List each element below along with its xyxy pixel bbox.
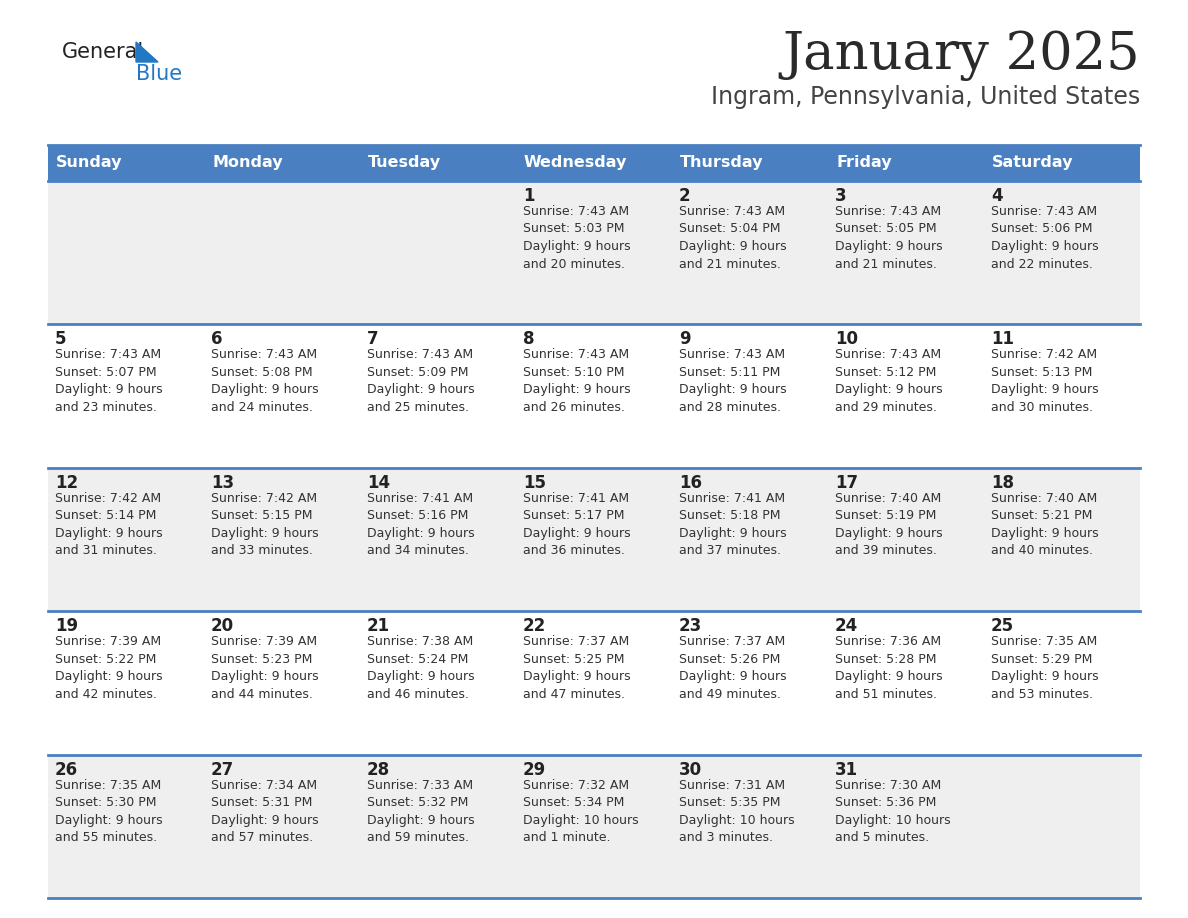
Bar xyxy=(48,755,1140,898)
Text: Sunrise: 7:39 AM
Sunset: 5:23 PM
Daylight: 9 hours
and 44 minutes.: Sunrise: 7:39 AM Sunset: 5:23 PM Dayligh… xyxy=(211,635,318,700)
Text: January 2025: January 2025 xyxy=(782,30,1140,81)
Bar xyxy=(828,145,984,181)
Text: 30: 30 xyxy=(680,761,702,778)
Text: Wednesday: Wednesday xyxy=(524,155,627,171)
Text: 15: 15 xyxy=(523,474,546,492)
Text: Sunday: Sunday xyxy=(56,155,122,171)
Text: Thursday: Thursday xyxy=(680,155,764,171)
Text: Sunrise: 7:40 AM
Sunset: 5:21 PM
Daylight: 9 hours
and 40 minutes.: Sunrise: 7:40 AM Sunset: 5:21 PM Dayligh… xyxy=(991,492,1099,557)
Text: Sunrise: 7:41 AM
Sunset: 5:18 PM
Daylight: 9 hours
and 37 minutes.: Sunrise: 7:41 AM Sunset: 5:18 PM Dayligh… xyxy=(680,492,786,557)
Text: Ingram, Pennsylvania, United States: Ingram, Pennsylvania, United States xyxy=(710,85,1140,109)
Text: 29: 29 xyxy=(523,761,546,778)
Text: Sunrise: 7:41 AM
Sunset: 5:16 PM
Daylight: 9 hours
and 34 minutes.: Sunrise: 7:41 AM Sunset: 5:16 PM Dayligh… xyxy=(367,492,475,557)
Text: 23: 23 xyxy=(680,617,702,635)
Text: Sunrise: 7:43 AM
Sunset: 5:12 PM
Daylight: 9 hours
and 29 minutes.: Sunrise: 7:43 AM Sunset: 5:12 PM Dayligh… xyxy=(835,349,942,414)
Text: 3: 3 xyxy=(835,187,847,205)
Text: Sunrise: 7:35 AM
Sunset: 5:30 PM
Daylight: 9 hours
and 55 minutes.: Sunrise: 7:35 AM Sunset: 5:30 PM Dayligh… xyxy=(55,778,163,844)
Text: 28: 28 xyxy=(367,761,390,778)
Text: 17: 17 xyxy=(835,474,858,492)
Text: Sunrise: 7:43 AM
Sunset: 5:07 PM
Daylight: 9 hours
and 23 minutes.: Sunrise: 7:43 AM Sunset: 5:07 PM Dayligh… xyxy=(55,349,163,414)
Text: 6: 6 xyxy=(211,330,222,349)
Text: 24: 24 xyxy=(835,617,858,635)
Text: 14: 14 xyxy=(367,474,390,492)
Bar xyxy=(516,145,672,181)
Text: 19: 19 xyxy=(55,617,78,635)
Text: Sunrise: 7:36 AM
Sunset: 5:28 PM
Daylight: 9 hours
and 51 minutes.: Sunrise: 7:36 AM Sunset: 5:28 PM Dayligh… xyxy=(835,635,942,700)
Text: Tuesday: Tuesday xyxy=(368,155,441,171)
Text: 10: 10 xyxy=(835,330,858,349)
Text: 22: 22 xyxy=(523,617,546,635)
Bar xyxy=(984,145,1140,181)
Text: Sunrise: 7:43 AM
Sunset: 5:10 PM
Daylight: 9 hours
and 26 minutes.: Sunrise: 7:43 AM Sunset: 5:10 PM Dayligh… xyxy=(523,349,631,414)
Text: 4: 4 xyxy=(991,187,1003,205)
Text: Sunrise: 7:43 AM
Sunset: 5:04 PM
Daylight: 9 hours
and 21 minutes.: Sunrise: 7:43 AM Sunset: 5:04 PM Dayligh… xyxy=(680,205,786,271)
Bar xyxy=(360,145,516,181)
Bar xyxy=(48,611,1140,755)
Text: 26: 26 xyxy=(55,761,78,778)
Text: General: General xyxy=(62,42,144,62)
Text: 12: 12 xyxy=(55,474,78,492)
Bar xyxy=(48,145,204,181)
Text: Sunrise: 7:43 AM
Sunset: 5:11 PM
Daylight: 9 hours
and 28 minutes.: Sunrise: 7:43 AM Sunset: 5:11 PM Dayligh… xyxy=(680,349,786,414)
Text: 8: 8 xyxy=(523,330,535,349)
Text: Sunrise: 7:34 AM
Sunset: 5:31 PM
Daylight: 9 hours
and 57 minutes.: Sunrise: 7:34 AM Sunset: 5:31 PM Dayligh… xyxy=(211,778,318,844)
Bar xyxy=(672,145,828,181)
Bar xyxy=(48,468,1140,611)
Text: Monday: Monday xyxy=(211,155,283,171)
Text: 31: 31 xyxy=(835,761,858,778)
Text: Sunrise: 7:32 AM
Sunset: 5:34 PM
Daylight: 10 hours
and 1 minute.: Sunrise: 7:32 AM Sunset: 5:34 PM Dayligh… xyxy=(523,778,639,844)
Text: 18: 18 xyxy=(991,474,1015,492)
Text: Sunrise: 7:41 AM
Sunset: 5:17 PM
Daylight: 9 hours
and 36 minutes.: Sunrise: 7:41 AM Sunset: 5:17 PM Dayligh… xyxy=(523,492,631,557)
Text: Sunrise: 7:43 AM
Sunset: 5:05 PM
Daylight: 9 hours
and 21 minutes.: Sunrise: 7:43 AM Sunset: 5:05 PM Dayligh… xyxy=(835,205,942,271)
Text: 2: 2 xyxy=(680,187,690,205)
Text: 21: 21 xyxy=(367,617,390,635)
Text: Sunrise: 7:43 AM
Sunset: 5:08 PM
Daylight: 9 hours
and 24 minutes.: Sunrise: 7:43 AM Sunset: 5:08 PM Dayligh… xyxy=(211,349,318,414)
Text: Sunrise: 7:43 AM
Sunset: 5:03 PM
Daylight: 9 hours
and 20 minutes.: Sunrise: 7:43 AM Sunset: 5:03 PM Dayligh… xyxy=(523,205,631,271)
Text: 16: 16 xyxy=(680,474,702,492)
Bar xyxy=(48,324,1140,468)
Text: Blue: Blue xyxy=(135,64,182,84)
Text: 20: 20 xyxy=(211,617,234,635)
Text: 11: 11 xyxy=(991,330,1015,349)
Text: Sunrise: 7:37 AM
Sunset: 5:25 PM
Daylight: 9 hours
and 47 minutes.: Sunrise: 7:37 AM Sunset: 5:25 PM Dayligh… xyxy=(523,635,631,700)
Polygon shape xyxy=(135,42,158,62)
Bar xyxy=(48,181,1140,324)
Text: 13: 13 xyxy=(211,474,234,492)
Text: Sunrise: 7:37 AM
Sunset: 5:26 PM
Daylight: 9 hours
and 49 minutes.: Sunrise: 7:37 AM Sunset: 5:26 PM Dayligh… xyxy=(680,635,786,700)
Text: Friday: Friday xyxy=(836,155,892,171)
Text: 9: 9 xyxy=(680,330,690,349)
Text: Sunrise: 7:35 AM
Sunset: 5:29 PM
Daylight: 9 hours
and 53 minutes.: Sunrise: 7:35 AM Sunset: 5:29 PM Dayligh… xyxy=(991,635,1099,700)
Bar xyxy=(204,145,360,181)
Text: 5: 5 xyxy=(55,330,67,349)
Text: Sunrise: 7:43 AM
Sunset: 5:09 PM
Daylight: 9 hours
and 25 minutes.: Sunrise: 7:43 AM Sunset: 5:09 PM Dayligh… xyxy=(367,349,475,414)
Text: 7: 7 xyxy=(367,330,379,349)
Text: Sunrise: 7:33 AM
Sunset: 5:32 PM
Daylight: 9 hours
and 59 minutes.: Sunrise: 7:33 AM Sunset: 5:32 PM Dayligh… xyxy=(367,778,475,844)
Text: 1: 1 xyxy=(523,187,535,205)
Text: Sunrise: 7:39 AM
Sunset: 5:22 PM
Daylight: 9 hours
and 42 minutes.: Sunrise: 7:39 AM Sunset: 5:22 PM Dayligh… xyxy=(55,635,163,700)
Text: 25: 25 xyxy=(991,617,1015,635)
Text: Sunrise: 7:31 AM
Sunset: 5:35 PM
Daylight: 10 hours
and 3 minutes.: Sunrise: 7:31 AM Sunset: 5:35 PM Dayligh… xyxy=(680,778,795,844)
Text: Saturday: Saturday xyxy=(992,155,1074,171)
Text: Sunrise: 7:42 AM
Sunset: 5:13 PM
Daylight: 9 hours
and 30 minutes.: Sunrise: 7:42 AM Sunset: 5:13 PM Dayligh… xyxy=(991,349,1099,414)
Text: Sunrise: 7:42 AM
Sunset: 5:14 PM
Daylight: 9 hours
and 31 minutes.: Sunrise: 7:42 AM Sunset: 5:14 PM Dayligh… xyxy=(55,492,163,557)
Text: Sunrise: 7:40 AM
Sunset: 5:19 PM
Daylight: 9 hours
and 39 minutes.: Sunrise: 7:40 AM Sunset: 5:19 PM Dayligh… xyxy=(835,492,942,557)
Text: Sunrise: 7:42 AM
Sunset: 5:15 PM
Daylight: 9 hours
and 33 minutes.: Sunrise: 7:42 AM Sunset: 5:15 PM Dayligh… xyxy=(211,492,318,557)
Text: 27: 27 xyxy=(211,761,234,778)
Text: Sunrise: 7:43 AM
Sunset: 5:06 PM
Daylight: 9 hours
and 22 minutes.: Sunrise: 7:43 AM Sunset: 5:06 PM Dayligh… xyxy=(991,205,1099,271)
Text: Sunrise: 7:38 AM
Sunset: 5:24 PM
Daylight: 9 hours
and 46 minutes.: Sunrise: 7:38 AM Sunset: 5:24 PM Dayligh… xyxy=(367,635,475,700)
Text: Sunrise: 7:30 AM
Sunset: 5:36 PM
Daylight: 10 hours
and 5 minutes.: Sunrise: 7:30 AM Sunset: 5:36 PM Dayligh… xyxy=(835,778,950,844)
